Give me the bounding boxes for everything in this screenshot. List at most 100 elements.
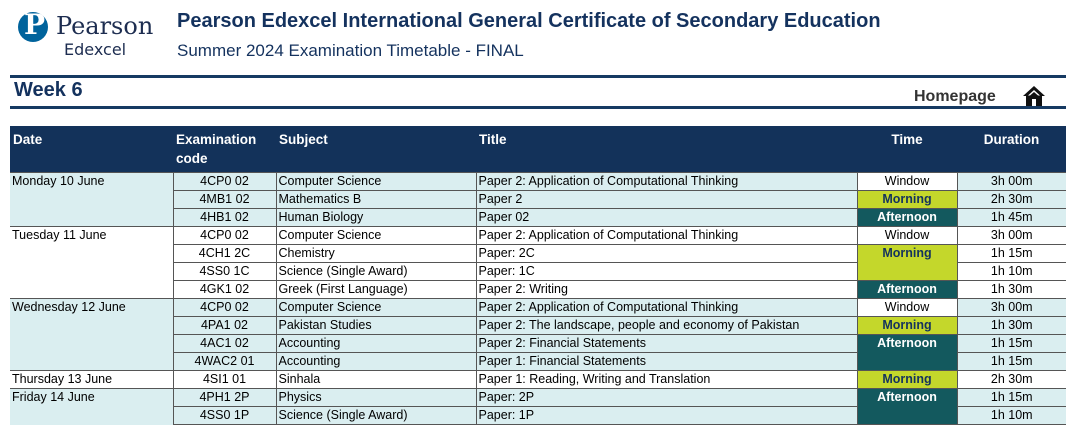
timetable: Date Examination code Subject Title Time…: [10, 126, 1066, 425]
subject-cell: Computer Science: [275, 226, 476, 245]
title-cell: Paper 2: Application of Computational Th…: [475, 172, 857, 191]
subject-cell: Sinhala: [275, 370, 476, 389]
title-cell: Paper: 2C: [475, 244, 857, 263]
duration-cell: 1h 15m: [956, 352, 1066, 371]
subject-cell: Accounting: [275, 334, 476, 353]
date-cell: Thursday 13 June: [10, 370, 173, 389]
title-cell: Paper 2: Application of Computational Th…: [475, 226, 857, 245]
subject-cell: Human Biology: [275, 208, 476, 227]
table-row: Monday 10 June 4CP0 02 Computer Science …: [10, 172, 1066, 227]
time-cell: Morning: [856, 316, 958, 335]
table-row: 4PA1 02 Pakistan Studies Paper 2: The la…: [10, 316, 1066, 335]
date-cell: Wednesday 12 June: [10, 298, 173, 371]
date-cell: Friday 14 June: [10, 388, 173, 425]
duration-cell: 1h 15m: [956, 334, 1066, 353]
header-time: Time: [857, 126, 957, 173]
table-row: 4HB1 02 Human Biology Paper 02 Afternoon…: [10, 208, 1066, 227]
page-title: Pearson Edexcel International General Ce…: [177, 10, 881, 32]
time-cell: Afternoon: [856, 208, 958, 227]
table-row: Thursday 13 June 4SI1 01 Sinhala Paper 1…: [10, 370, 1066, 389]
subject-cell: Mathematics B: [275, 190, 476, 209]
week-divider-top: [10, 75, 1066, 78]
week-divider-bottom: [10, 106, 1066, 109]
time-cell: Afternoon: [856, 388, 958, 425]
table-header-row: Date Examination code Subject Title Time…: [10, 126, 1066, 173]
pearson-logo-icon: [18, 12, 48, 42]
week-title: Week 6: [14, 79, 83, 101]
code-cell: 4CP0 02: [172, 298, 276, 317]
time-cell: Window: [856, 298, 958, 317]
table-row: 4SS0 1P Science (Single Award) Paper: 1P…: [10, 406, 1066, 425]
title-cell: Paper: 1P: [475, 406, 857, 425]
code-cell: 4HB1 02: [172, 208, 276, 227]
date-cell: Tuesday 11 June: [10, 226, 173, 299]
duration-cell: 1h 15m: [956, 244, 1066, 263]
time-cell: Afternoon: [856, 334, 958, 371]
duration-cell: 1h 15m: [956, 388, 1066, 407]
code-cell: 4SS0 1P: [172, 406, 276, 425]
subject-cell: Science (Single Award): [275, 262, 476, 281]
title-cell: Paper: 1C: [475, 262, 857, 281]
code-cell: 4CP0 02: [172, 172, 276, 191]
logo-text-edexcel: Edexcel: [64, 40, 127, 59]
title-cell: Paper 2: The landscape, people and econo…: [475, 316, 857, 335]
code-cell: 4PA1 02: [172, 316, 276, 335]
table-row: Tuesday 11 June 4CP0 02 Computer Science…: [10, 226, 1066, 299]
homepage-link[interactable]: Homepage: [914, 88, 996, 105]
date-cell: Monday 10 June: [10, 172, 173, 227]
page-subtitle: Summer 2024 Examination Timetable - FINA…: [177, 41, 524, 60]
home-icon[interactable]: [1022, 85, 1046, 107]
code-cell: 4GK1 02: [172, 280, 276, 299]
table-row: Wednesday 12 June 4CP0 02 Computer Scien…: [10, 298, 1066, 371]
table-row: 4AC1 02 Accounting Paper 2: Financial St…: [10, 334, 1066, 371]
title-cell: Paper 02: [475, 208, 857, 227]
duration-cell: 1h 10m: [956, 406, 1066, 425]
page-header: P Pearson Edexcel Pearson Edexcel Intern…: [0, 0, 1080, 80]
duration-cell: 3h 00m: [956, 172, 1066, 191]
duration-cell: 2h 30m: [956, 190, 1066, 209]
table-row: 4GK1 02 Greek (First Language) Paper 2: …: [10, 280, 1066, 299]
table-row: Friday 14 June 4PH1 2P Physics Paper: 2P…: [10, 388, 1066, 425]
duration-cell: 1h 45m: [956, 208, 1066, 227]
duration-cell: 1h 30m: [956, 316, 1066, 335]
duration-cell: 1h 10m: [956, 262, 1066, 281]
code-cell: 4SI1 01: [172, 370, 276, 389]
title-cell: Paper 2: [475, 190, 857, 209]
header-subject: Subject: [276, 126, 476, 173]
title-cell: Paper 2: Writing: [475, 280, 857, 299]
logo-mark: P: [24, 8, 46, 41]
duration-cell: 3h 00m: [956, 298, 1066, 317]
subject-cell: Greek (First Language): [275, 280, 476, 299]
code-cell: 4MB1 02: [172, 190, 276, 209]
code-cell: 4AC1 02: [172, 334, 276, 353]
title-cell: Paper: 2P: [475, 388, 857, 407]
subject-cell: Accounting: [275, 352, 476, 371]
header-title: Title: [476, 126, 857, 173]
subject-cell: Computer Science: [275, 172, 476, 191]
duration-cell: 1h 30m: [956, 280, 1066, 299]
title-cell: Paper 2: Application of Computational Th…: [475, 298, 857, 317]
time-cell: Morning: [856, 370, 958, 389]
table-row: 4CH1 2C Chemistry Paper: 2C Morning 1h 1…: [10, 244, 1066, 281]
subject-cell: Pakistan Studies: [275, 316, 476, 335]
code-cell: 4CH1 2C: [172, 244, 276, 263]
time-cell: Window: [856, 172, 958, 191]
duration-cell: 2h 30m: [956, 370, 1066, 389]
time-cell: Window: [856, 226, 958, 245]
code-cell: 4WAC2 01: [172, 352, 276, 371]
time-cell: Afternoon: [856, 280, 958, 299]
header-duration: Duration: [957, 126, 1066, 173]
code-cell: 4CP0 02: [172, 226, 276, 245]
title-cell: Paper 2: Financial Statements: [475, 334, 857, 353]
subject-cell: Computer Science: [275, 298, 476, 317]
table-row: 4SS0 1C Science (Single Award) Paper: 1C…: [10, 262, 1066, 281]
duration-cell: 3h 00m: [956, 226, 1066, 245]
table-row: 4MB1 02 Mathematics B Paper 2 Morning 2h…: [10, 190, 1066, 209]
subject-cell: Chemistry: [275, 244, 476, 263]
time-cell: Morning: [856, 190, 958, 209]
logo-text-pearson: Pearson: [56, 12, 154, 40]
title-cell: Paper 1: Reading, Writing and Translatio…: [475, 370, 857, 389]
time-cell: Morning: [856, 244, 958, 281]
header-date: Date: [10, 126, 173, 173]
table-row: 4WAC2 01 Accounting Paper 1: Financial S…: [10, 352, 1066, 371]
